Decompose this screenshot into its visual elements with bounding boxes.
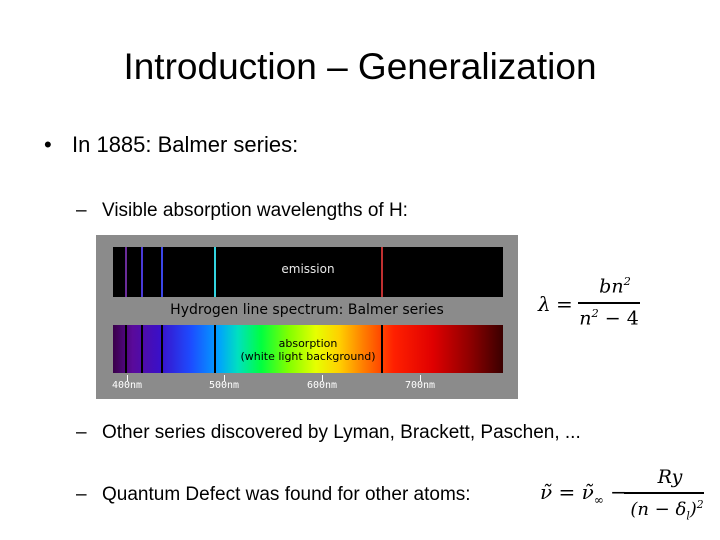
emission-line [125,247,127,297]
tick-label: 400nm [111,380,143,391]
emission-line [381,247,383,297]
absorption-label-line1: absorption [278,337,338,350]
sub-bullet-marker: – [76,484,87,505]
axis-tick [224,375,225,381]
slide-title: Introduction – Generalization [123,46,597,87]
hydrogen-spectrum-figure: emission Hydrogen line spectrum: Balmer … [96,235,518,399]
emission-line [141,247,143,297]
emission-band: emission [113,247,503,297]
absorption-label: absorption (white light background) [113,337,503,363]
sub-bullet-text: Visible absorption wavelengths of H: [102,200,408,221]
formula-denominator: (n − δl)2 [630,498,704,523]
sub-bullet-visible-absorption: – Visible absorption wavelengths of H: [76,198,408,224]
emission-line [161,247,163,297]
sub-bullet-text: Other series discovered by Lyman, Bracke… [102,422,581,443]
formula-equals: = [556,292,573,316]
absorption-line [381,325,383,373]
sub-bullet-other-series: – Other series discovered by Lyman, Brack… [76,420,581,446]
formula-numerator: bn2 [599,274,631,298]
sub-bullet-marker: – [76,422,87,443]
absorption-line [125,325,127,373]
bullet-marker: • [44,132,52,157]
sub-bullet-marker: – [76,200,87,221]
axis-tick [322,375,323,381]
fraction-bar [578,302,640,304]
sub-bullet-quantum-defect: – Quantum Defect was found for other atom… [76,482,471,508]
formula-lhs: ν̃ = ν̃∞ − [540,480,627,507]
tick-label: 500nm [208,380,240,391]
absorption-band: absorption (white light background) [113,325,503,373]
axis-tick [127,375,128,381]
tick-label: 700nm [404,380,436,391]
emission-line [214,247,216,297]
absorption-line [161,325,163,373]
sub-bullet-text: Quantum Defect was found for other atoms… [102,484,471,505]
bullet-text: In 1885: Balmer series: [72,132,299,157]
emission-label: emission [281,262,335,276]
bullet-balmer: • In 1885: Balmer series: [44,130,298,160]
tick-label: 600nm [306,380,338,391]
formula-numerator: Ry [657,466,683,488]
axis-tick [420,375,421,381]
fraction-bar [624,492,704,494]
formula-denominator: n2 − 4 [579,306,639,330]
series-label: Hydrogen line spectrum: Balmer series [170,302,444,318]
formula-lambda: λ [538,292,551,316]
absorption-line [214,325,216,373]
absorption-label-line2: (white light background) [240,350,376,363]
absorption-line [141,325,143,373]
